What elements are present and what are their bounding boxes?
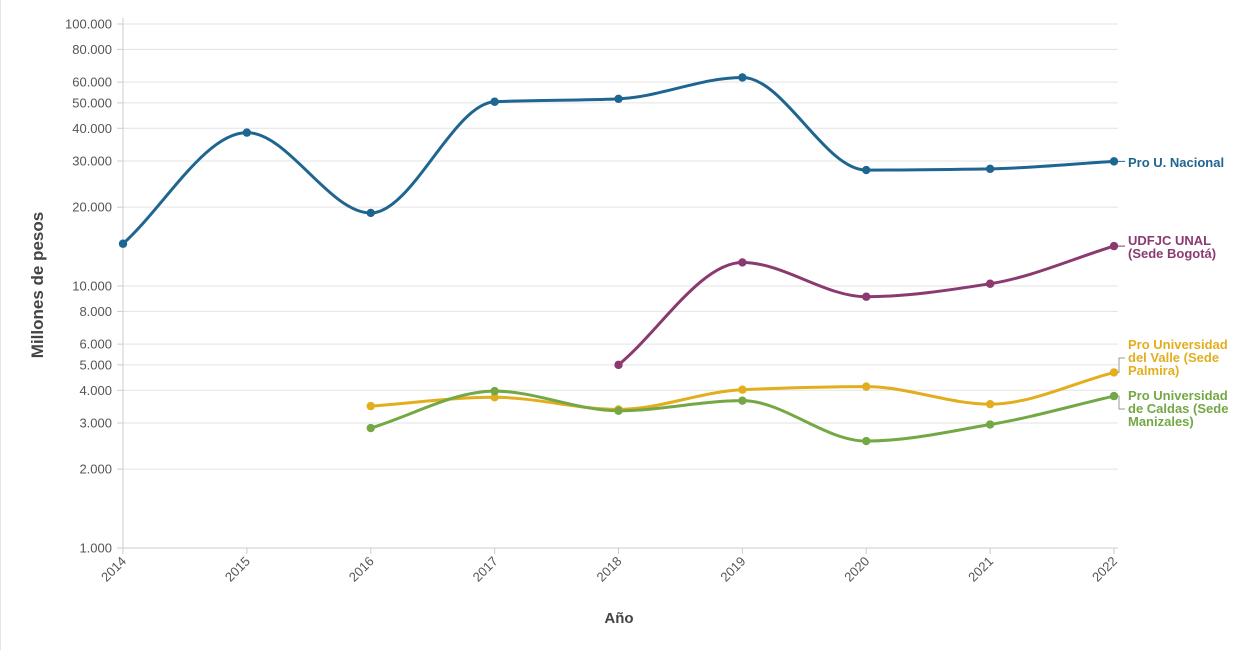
data-point bbox=[985, 420, 995, 429]
y-tick-label: 30.000 bbox=[72, 153, 112, 168]
data-point bbox=[1109, 157, 1119, 166]
y-tick-label: 1.000 bbox=[79, 541, 112, 556]
data-point bbox=[490, 97, 499, 106]
data-point bbox=[985, 279, 995, 288]
y-tick-label: 5.000 bbox=[79, 357, 112, 372]
series-points bbox=[118, 73, 1119, 446]
data-point bbox=[862, 165, 871, 175]
y-tick-label: 40.000 bbox=[72, 121, 112, 136]
y-tick-label: 8.000 bbox=[79, 304, 112, 319]
data-point bbox=[1109, 368, 1119, 377]
x-axis-title: Año bbox=[604, 610, 633, 627]
y-tick-label: 10.000 bbox=[72, 279, 112, 294]
y-tick-label: 100.000 bbox=[65, 17, 112, 32]
data-point bbox=[242, 128, 252, 137]
series-label-line: Manizales) bbox=[1128, 414, 1194, 429]
x-tick-label: 2021 bbox=[965, 554, 996, 585]
series-label: Pro Universidad de Caldas (Sede Manizales) bbox=[1128, 388, 1228, 429]
series-label-line: Palmira) bbox=[1128, 363, 1179, 378]
x-tick-label: 2022 bbox=[1089, 554, 1120, 585]
x-tick-label: 2019 bbox=[717, 554, 748, 585]
series-label: Pro U. Nacional bbox=[1128, 155, 1224, 170]
series-label: UDFJC UNAL (Sede Bogotá) bbox=[1128, 233, 1216, 261]
series-labels: Pro U. Nacional UDFJC UNAL (Sede Bogotá) Pr… bbox=[1118, 155, 1228, 429]
data-point bbox=[738, 385, 747, 394]
series-label-line: Pro Universidad bbox=[1128, 388, 1228, 403]
axes: 1.000 2.000 3.000 4.000 5.000 6.000 8.000 10.00… bbox=[65, 17, 1120, 585]
series-label-line: Pro Universidad bbox=[1128, 337, 1228, 352]
data-point bbox=[118, 239, 128, 248]
series-label-line: (Sede Bogotá) bbox=[1128, 246, 1216, 261]
x-tick-label: 2018 bbox=[594, 554, 625, 585]
x-tick-label: 2014 bbox=[98, 554, 129, 585]
series-label-line: del Valle (Sede bbox=[1128, 350, 1219, 365]
data-point bbox=[614, 94, 623, 104]
data-point bbox=[862, 382, 871, 391]
y-tick-label: 60.000 bbox=[72, 75, 112, 90]
data-point bbox=[1109, 241, 1119, 251]
y-tick-label: 80.000 bbox=[72, 42, 112, 57]
data-point bbox=[985, 399, 995, 409]
series-label-line: Pro U. Nacional bbox=[1128, 155, 1224, 170]
data-point bbox=[1109, 391, 1119, 401]
y-tick-label: 20.000 bbox=[72, 200, 112, 215]
y-tick-label: 4.000 bbox=[79, 383, 112, 398]
data-point bbox=[738, 258, 747, 267]
data-point bbox=[366, 208, 375, 218]
y-tick-label: 3.000 bbox=[79, 415, 112, 430]
data-point bbox=[490, 393, 499, 402]
data-point bbox=[985, 164, 995, 174]
data-point bbox=[366, 401, 375, 411]
data-point bbox=[862, 436, 871, 446]
x-tick-label: 2017 bbox=[470, 554, 501, 585]
x-tick-label: 2015 bbox=[222, 554, 253, 585]
y-tick-label: 50.000 bbox=[72, 95, 112, 110]
series-line bbox=[121, 75, 1116, 246]
data-point bbox=[862, 292, 871, 301]
series-lines bbox=[121, 75, 1116, 443]
label-connector bbox=[1118, 395, 1125, 410]
data-point bbox=[738, 73, 747, 82]
y-tick-label: 2.000 bbox=[79, 462, 112, 477]
y-axis-title: Millones de pesos bbox=[28, 212, 47, 358]
series-line bbox=[617, 244, 1116, 367]
data-point bbox=[614, 406, 623, 415]
label-connector bbox=[1118, 357, 1125, 373]
y-tick-label: 6.000 bbox=[79, 337, 112, 352]
data-point bbox=[614, 360, 623, 370]
data-point bbox=[490, 386, 499, 396]
data-point bbox=[738, 396, 747, 405]
x-tick-label: 2016 bbox=[346, 554, 377, 585]
series-label-line: de Caldas (Sede bbox=[1128, 401, 1228, 416]
x-tick-label: 2020 bbox=[841, 554, 872, 585]
data-point bbox=[366, 423, 375, 433]
series-label: Pro Universidad del Valle (Sede Palmira) bbox=[1128, 337, 1228, 378]
series-label-line: UDFJC UNAL bbox=[1128, 233, 1211, 248]
